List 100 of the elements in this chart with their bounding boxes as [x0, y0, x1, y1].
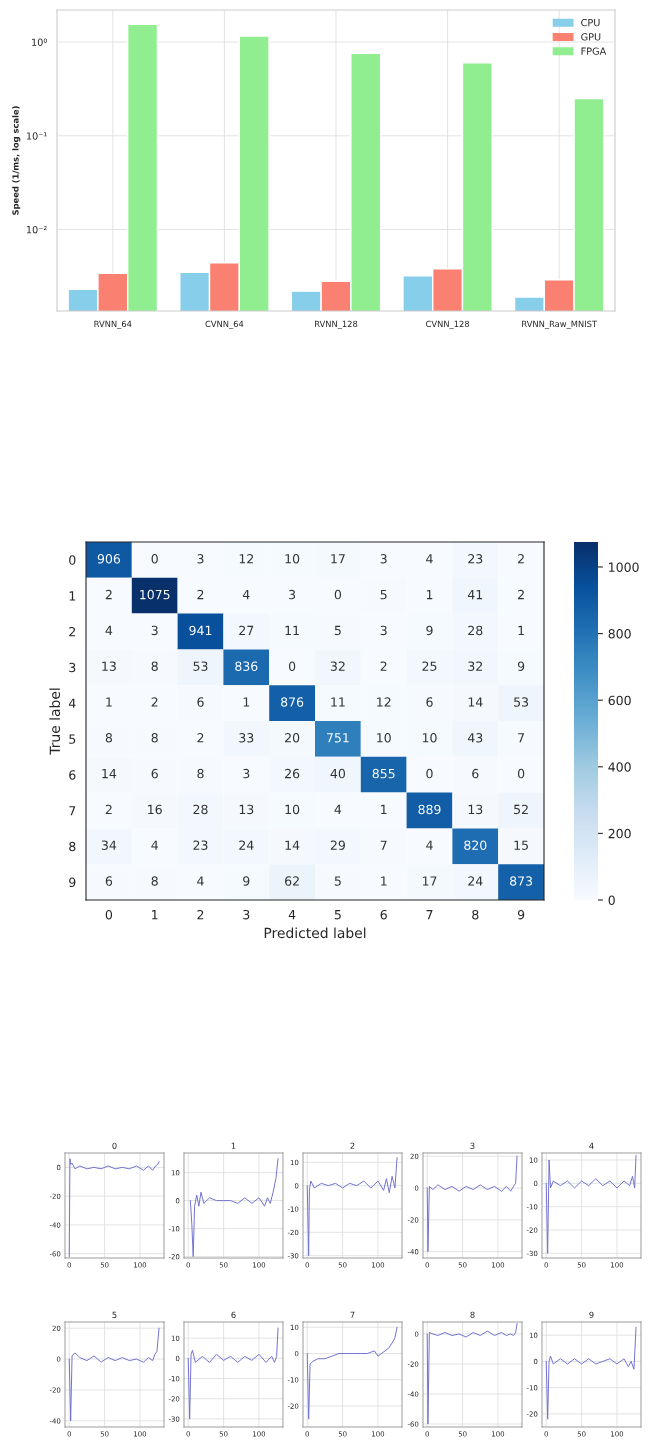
data-label: 6: [472, 768, 479, 779]
y-tick-label: 4: [68, 698, 76, 708]
data-label: 53: [514, 697, 529, 707]
line-series: [306, 1157, 398, 1257]
data-label: 52: [514, 804, 528, 815]
x-axis-title: Predicted label: [264, 927, 366, 939]
data-label: 1: [106, 697, 112, 707]
data-label: 7: [380, 840, 387, 850]
data-label: 40: [330, 768, 346, 779]
data-label: 0: [151, 554, 158, 564]
data-label: 24: [468, 876, 483, 886]
x-tick-label: 6: [380, 909, 387, 920]
line-series: [426, 1323, 518, 1425]
data-label: 4: [426, 840, 433, 850]
data-label: 12: [239, 554, 253, 564]
chart-title: 3: [470, 1142, 475, 1149]
data-label: 4: [242, 590, 250, 600]
y-tick-label: 5: [69, 734, 76, 744]
y-axis-title: True label: [49, 688, 61, 755]
y-axis-title: Speed (1/ms, log scale): [12, 106, 21, 215]
data-label: 873: [510, 876, 533, 886]
data-label: 25: [422, 661, 437, 671]
data-label: 1: [243, 697, 250, 707]
line-series: [426, 1155, 518, 1253]
data-label: 28: [193, 804, 208, 815]
color-bar-label: 0: [608, 895, 615, 905]
data-label: 41: [467, 590, 483, 600]
y-tick-label: 8: [69, 841, 76, 852]
data-label: 4: [334, 804, 342, 814]
data-label: 10: [422, 733, 437, 743]
data-label: 2: [105, 589, 112, 600]
chart-title: 8: [470, 1311, 475, 1318]
data-label: 62: [285, 876, 299, 886]
data-label: 14: [102, 769, 117, 779]
data-label: 14: [468, 697, 483, 707]
y-tick-label: 10⁰: [32, 38, 47, 46]
data-label: 1: [426, 590, 433, 600]
data-label: 15: [514, 840, 528, 850]
chart-title: 6: [231, 1311, 236, 1318]
y-tick-label: 6: [69, 770, 76, 780]
data-label: 13: [102, 661, 116, 671]
data-label: 876: [281, 697, 304, 707]
data-label: 7: [518, 733, 525, 743]
x-tick-label: 7: [426, 910, 433, 920]
line-series: [187, 1327, 279, 1420]
data-label: 10: [377, 733, 391, 743]
x-tick-label: 3: [243, 909, 250, 920]
chart-title: 1: [231, 1142, 236, 1149]
data-label: 2: [518, 554, 524, 564]
x-tick-label: 8: [472, 909, 479, 920]
data-label: 32: [330, 661, 345, 671]
data-label: 2: [197, 589, 204, 600]
data-label: 11: [331, 697, 345, 707]
data-label: 13: [239, 804, 254, 815]
data-label: 8: [151, 876, 158, 886]
x-tick-label: RVNN_Raw_MNIST: [522, 320, 598, 329]
data-label: 2: [105, 804, 112, 814]
data-label: 28: [468, 625, 483, 636]
data-label: 9: [243, 876, 250, 886]
y-tick-label: 9: [69, 877, 76, 888]
legend-label: CPU: [581, 18, 600, 27]
data-label: 6: [151, 768, 158, 779]
data-label: 751: [327, 733, 349, 743]
data-label: 17: [331, 554, 345, 564]
data-label: 9: [517, 661, 525, 671]
data-label: 941: [189, 625, 212, 636]
data-label: 8: [151, 661, 158, 671]
legend-label: FPGA: [581, 47, 607, 55]
data-label: 23: [193, 840, 208, 850]
data-label: 26: [285, 768, 300, 779]
y-tick-label: 10⁻¹: [26, 132, 47, 140]
data-label: 14: [285, 840, 300, 850]
data-label: 6: [426, 697, 433, 707]
data-label: 33: [239, 733, 254, 743]
data-label: 6: [197, 697, 204, 707]
data-label: 855: [372, 768, 395, 779]
data-label: 8: [105, 733, 113, 743]
line-series: [68, 1158, 160, 1258]
data-label: 1: [518, 625, 524, 635]
data-label: 27: [239, 625, 254, 635]
y-tick-label: 10⁻²: [26, 225, 47, 234]
data-label: 3: [380, 554, 387, 564]
y-tick-label: 1: [69, 591, 76, 601]
data-label: 5: [334, 625, 341, 636]
chart-title: 2: [350, 1142, 355, 1149]
color-bar-label: 200: [608, 828, 631, 839]
data-label: 836: [235, 661, 258, 671]
data-label: 2: [151, 697, 158, 707]
data-label: 5: [334, 876, 341, 886]
data-label: 23: [468, 554, 483, 564]
x-tick-label: 9: [517, 909, 525, 920]
data-label: 3: [197, 554, 204, 564]
line-series: [68, 1327, 160, 1422]
x-tick-label: 5: [334, 910, 341, 920]
data-label: 2: [197, 733, 204, 743]
data-label: 3: [151, 625, 158, 636]
data-label: 3: [243, 768, 250, 779]
data-label: 0: [517, 768, 525, 779]
data-label: 9: [426, 625, 433, 636]
data-label: 1: [381, 876, 387, 886]
